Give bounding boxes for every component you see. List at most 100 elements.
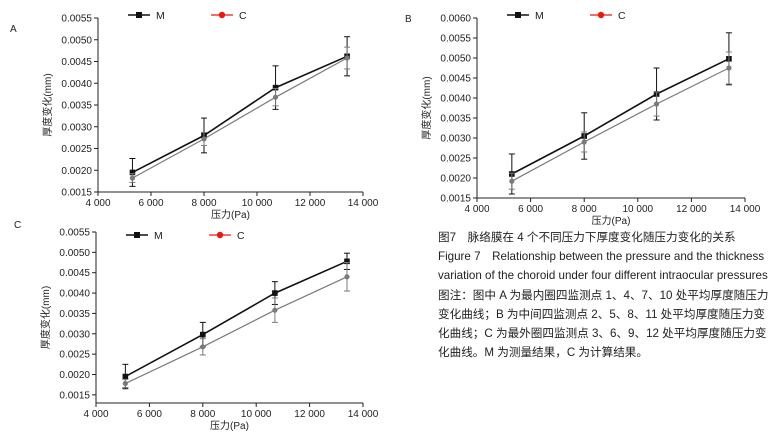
caption-zh-title: 图7 脉络膜在 4 个不同压力下厚度变化随压力变化的关系 [438,231,736,244]
x-tick-label: 6 000 [138,198,163,209]
data-point [272,94,279,100]
x-tick-label: 10 000 [623,204,654,215]
y-tick-label: 0.0015 [59,390,90,401]
y-tick-label: 0.0015 [61,188,92,199]
caption-en-title: Figure 7 Relationship between the pressu… [438,250,768,283]
data-point [122,373,129,380]
data-point [726,65,732,71]
y-axis-label: 厚度变化(mm) [41,73,54,136]
y-axis-label: 厚度变化(mm) [420,76,433,139]
chart-panel-b: B 0.0015 0.0020 0.0025 0.0030 0.0035 0.0040 0.0… [405,10,761,227]
y-tick-label: 0.0050 [440,54,471,65]
data-point [201,136,207,142]
y-tick-label: 0.0050 [61,35,92,46]
legend-marker-c [216,231,224,239]
x-tick-label: 14 000 [348,198,379,209]
data-point [129,169,136,176]
y-tick-label: 0.0040 [440,94,471,105]
panel-label: A [10,24,17,35]
y-tick-label: 0.0015 [440,194,471,205]
x-axis-label: 压力(Pa) [210,419,249,432]
series-c [508,51,732,190]
y-tick-label: 0.0035 [440,114,471,125]
y-tick-label: 0.0030 [59,329,90,340]
data-point [581,139,587,145]
legend-marker-m [136,12,142,18]
legend-label-c: C [618,10,626,22]
series-c [122,262,350,389]
legend-label-m: M [156,10,165,22]
y-tick-label: 0.0025 [61,144,92,155]
y-tick-label: 0.0045 [61,57,92,68]
series-m [129,36,351,187]
series-m [508,32,732,195]
series-line [132,57,348,179]
panel-label: C [14,220,21,231]
y-tick-label: 0.0035 [59,309,90,320]
data-point [129,175,136,181]
legend-label-c: C [237,230,245,242]
x-tick-label: 12 000 [294,409,325,420]
y-tick-label: 0.0055 [59,228,90,239]
x-axis-label: 压力(Pa) [211,208,250,221]
x-tick-label: 8 000 [191,198,216,209]
legend-marker-c [218,11,226,19]
y-tick-label: 0.0045 [59,268,90,279]
legend-label-m: M [154,230,163,242]
y-tick-label: 0.0035 [61,101,92,112]
y-tick-label: 0.0040 [59,289,90,300]
y-tick-label: 0.0045 [440,74,471,85]
figure-caption: 图7 脉络膜在 4 个不同压力下厚度变化随压力变化的关系 Figure 7 Re… [438,228,776,362]
data-point [344,274,350,280]
x-tick-label: 14 000 [730,204,761,215]
data-point [122,380,128,387]
x-tick-label: 6 000 [518,204,543,215]
chart-panel-c: C 0.0015 0.0020 0.0025 0.0030 0.0035 0.0040 0.0… [14,220,379,432]
y-axis-label: 厚度变化(mm) [39,286,52,349]
series-line [125,260,348,378]
data-point [200,344,206,350]
y-tick-label: 0.0025 [440,154,471,165]
x-tick-label: 8 000 [572,204,597,215]
data-point [509,178,515,184]
x-tick-label: 12 000 [295,198,326,209]
legend-label-m: M [535,10,544,22]
x-tick-label: 4 000 [83,409,108,420]
y-tick-label: 0.0020 [440,174,471,185]
y-tick-label: 0.0020 [59,370,90,381]
y-tick-label: 0.0040 [61,79,92,90]
x-tick-label: 10 000 [241,409,272,420]
series-line [125,276,348,385]
caption-note: 图注：图中 A 为最内圈四监测点 1、4、7、10 处平均厚度随压力变化曲线；B… [438,288,769,360]
legend-marker-m [515,12,521,18]
x-tick-label: 10 000 [242,198,273,209]
legend-marker-m [134,232,140,238]
legend-label-c: C [239,10,247,22]
data-point [200,331,206,338]
legend-marker-c [597,11,605,19]
x-tick-label: 12 000 [676,204,707,215]
y-tick-label: 0.0060 [440,14,471,25]
series-line [511,58,730,175]
data-point [653,101,660,107]
series-c [129,46,351,183]
y-tick-label: 0.0030 [61,122,92,133]
chart-panel-a: A 0.0015 0.0020 0.0025 0.0030 0.0035 0.0040 0.0… [10,10,379,221]
data-point [272,307,278,313]
series-line [511,67,730,182]
y-tick-label: 0.0055 [61,14,92,25]
y-tick-label: 0.0055 [440,34,471,45]
x-tick-label: 4 000 [464,204,489,215]
data-point [272,290,278,296]
x-tick-label: 14 000 [348,409,379,420]
y-tick-label: 0.0025 [59,350,90,361]
panel-label: B [405,14,412,25]
x-tick-label: 8 000 [190,409,215,420]
y-tick-label: 0.0050 [59,248,90,259]
y-tick-label: 0.0020 [61,166,92,177]
data-point [272,84,279,91]
